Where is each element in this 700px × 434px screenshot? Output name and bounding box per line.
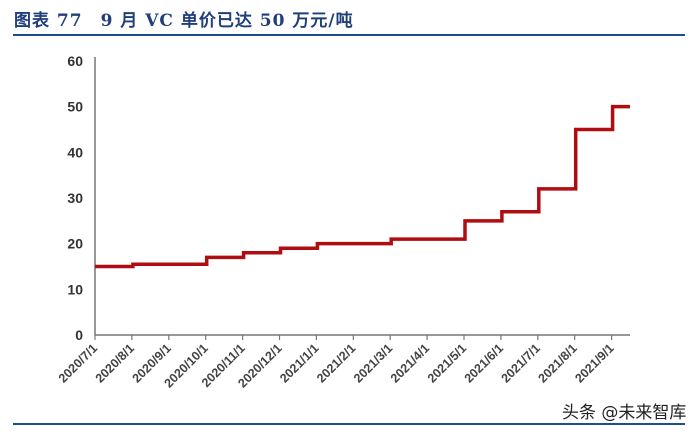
x-tick-label: 2020/7/1 (56, 341, 100, 385)
y-tick-label: 20 (67, 236, 83, 252)
watermark: 头条 @未来智库 (562, 403, 687, 423)
y-tick-label: 40 (67, 144, 83, 160)
x-tick-label: 2021/7/1 (499, 341, 543, 385)
bottom-divider (13, 423, 685, 425)
y-tick-label: 10 (67, 281, 83, 297)
price-line (95, 104, 630, 269)
x-tick-label: 2020/8/1 (93, 341, 137, 385)
y-tick-label: 0 (75, 327, 83, 343)
x-tick-label: 2021/5/1 (425, 341, 469, 385)
x-tick-label: 2021/4/1 (388, 341, 432, 385)
y-tick-label: 30 (67, 190, 83, 206)
x-tick-label: 2021/1/1 (277, 341, 321, 385)
y-tick-label: 60 (67, 53, 83, 69)
x-tick-label: 2021/3/1 (351, 341, 395, 385)
y-tick-label: 50 (67, 99, 83, 115)
x-tick-label: 2021/8/1 (536, 341, 580, 385)
x-tick-label: 2021/9/1 (572, 341, 616, 385)
title-divider (13, 34, 685, 36)
x-tick-label: 2021/6/1 (462, 341, 506, 385)
chart-title: 图表 77 9 月 VC 单价已达 50 万元/吨 (14, 11, 354, 31)
x-tick-label: 2021/2/1 (314, 341, 358, 385)
